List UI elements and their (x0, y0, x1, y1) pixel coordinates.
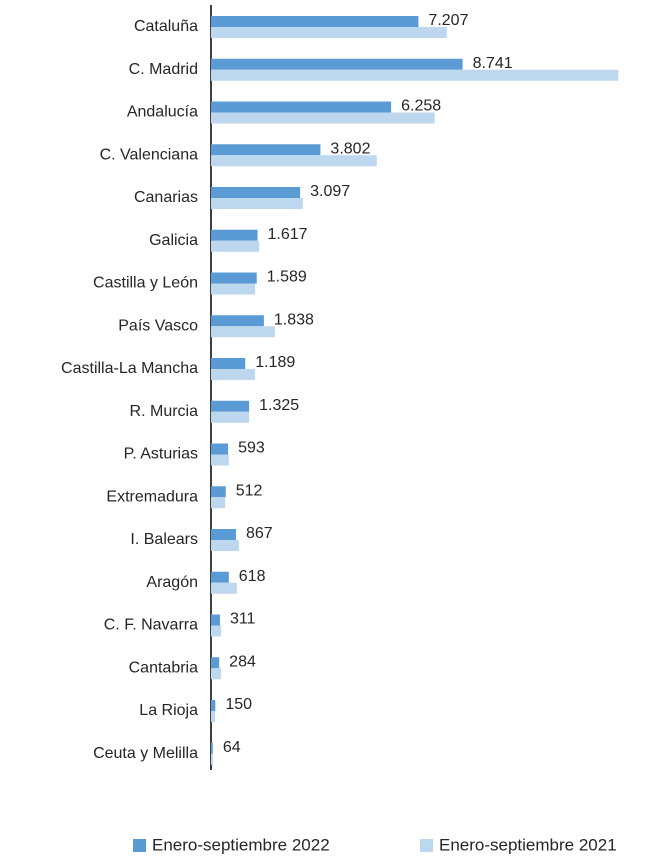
bar (211, 753, 214, 765)
category-label: Ceuta y Melilla (93, 745, 198, 762)
bar (211, 101, 392, 113)
category-label: Castilla-La Mancha (61, 360, 198, 377)
category-label: Canarias (134, 189, 198, 206)
data-label: 284 (229, 653, 256, 670)
data-label: 64 (223, 739, 241, 756)
bar (211, 700, 216, 711)
bar (211, 198, 303, 209)
category-label: R. Murcia (130, 403, 199, 420)
bar (211, 240, 260, 252)
category-label: C. Madrid (129, 61, 198, 78)
bar (211, 112, 435, 124)
legend-label: Enero-septiembre 2021 (439, 835, 617, 854)
data-label: 1.189 (255, 354, 295, 371)
data-label: 512 (236, 482, 263, 499)
bar (211, 315, 264, 327)
bar (211, 369, 256, 380)
data-label: 1.838 (274, 311, 314, 328)
data-label: 593 (238, 440, 265, 457)
data-label: 3.097 (310, 183, 350, 200)
bar (211, 283, 256, 295)
data-label: 6.258 (401, 98, 441, 115)
data-label: 8.741 (473, 55, 513, 72)
bar (211, 187, 301, 198)
bar (211, 400, 250, 412)
data-label: 1.325 (259, 397, 299, 414)
data-label: 867 (246, 525, 273, 542)
category-label: P. Asturias (124, 446, 198, 463)
legend-swatch (133, 839, 146, 852)
bar (211, 58, 463, 70)
bar (211, 540, 239, 551)
data-label: 1.617 (268, 226, 308, 243)
bar (211, 582, 237, 594)
category-label: C. F. Navarra (104, 617, 198, 634)
bar (211, 571, 229, 583)
data-label: 618 (239, 568, 266, 585)
category-label: La Rioja (139, 702, 198, 719)
category-label: Cataluña (134, 18, 198, 35)
bar (211, 27, 447, 38)
data-label: 7.207 (428, 12, 468, 29)
data-label: 150 (225, 696, 252, 713)
category-label: Castilla y León (93, 275, 198, 292)
bar (211, 272, 257, 284)
data-label: 1.589 (267, 269, 307, 286)
category-label: Aragón (146, 574, 198, 591)
bar (211, 529, 236, 540)
legend-swatch (420, 839, 433, 852)
category-label: Cantabria (129, 659, 198, 676)
bar (211, 486, 226, 498)
bar (211, 69, 619, 81)
category-label: I. Balears (130, 531, 198, 548)
bar (211, 326, 275, 338)
bar (211, 155, 377, 167)
category-label: País Vasco (118, 317, 198, 334)
bar (211, 411, 249, 423)
category-label: Andalucía (127, 104, 198, 121)
bar (211, 497, 226, 509)
bar (211, 443, 229, 455)
bar (211, 614, 220, 626)
category-label: Extremadura (106, 488, 198, 505)
legend-label: Enero-septiembre 2022 (152, 835, 330, 854)
bar (211, 229, 258, 241)
bar (211, 144, 321, 156)
bar (211, 742, 213, 754)
bar (211, 625, 222, 637)
bar (211, 668, 222, 680)
bar (211, 657, 220, 669)
bar (211, 454, 229, 466)
category-label: Galicia (149, 232, 198, 249)
category-label: C. Valenciana (100, 146, 199, 163)
data-label: 311 (230, 611, 256, 628)
data-label: 3.802 (330, 140, 370, 157)
bar (211, 711, 216, 722)
bar (211, 358, 246, 369)
bar (211, 16, 419, 27)
